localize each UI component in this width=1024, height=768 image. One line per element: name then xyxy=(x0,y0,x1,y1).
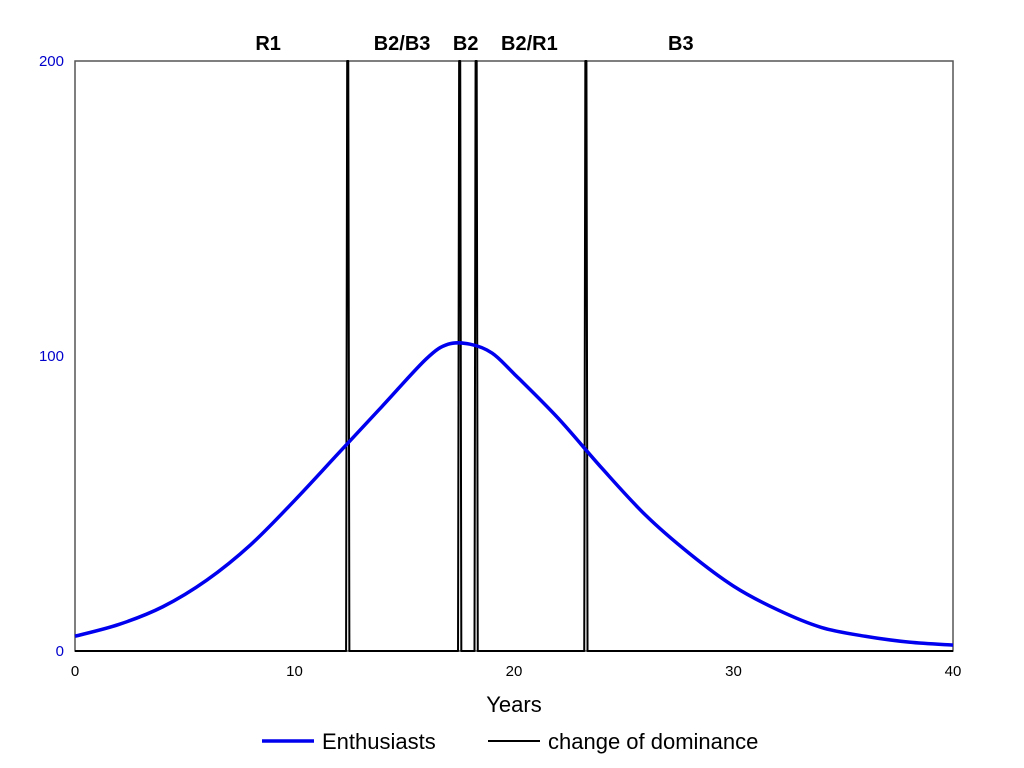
phase-label: B3 xyxy=(668,33,694,55)
phase-label: B2/B3 xyxy=(374,33,431,55)
x-tick-labels: 0 10 20 30 40 xyxy=(71,663,962,680)
y-tick-label: 0 xyxy=(56,643,64,660)
legend-label: change of dominance xyxy=(548,729,758,754)
x-tick-label: 10 xyxy=(286,663,303,680)
plot-frame xyxy=(74,60,954,652)
series-line-enthusiasts xyxy=(74,340,954,647)
series-line-change-of-dominance xyxy=(75,60,953,652)
series-layer xyxy=(74,60,954,652)
x-tick-label: 20 xyxy=(506,663,523,680)
x-tick-label: 40 xyxy=(945,663,962,680)
x-tick-label: 30 xyxy=(725,663,742,680)
y-tick-label: 100 xyxy=(39,348,64,365)
x-tick-label: 0 xyxy=(71,663,79,680)
phase-label: B2/R1 xyxy=(501,33,558,55)
legend: Enthusiasts change of dominance xyxy=(262,729,758,754)
legend-label: Enthusiasts xyxy=(322,729,436,754)
phase-label: R1 xyxy=(255,33,281,55)
phase-labels: R1 B2/B3 B2 B2/R1 B3 xyxy=(255,33,693,55)
plot-border xyxy=(74,60,954,652)
y-tick-label: 200 xyxy=(39,53,64,70)
y-tick-labels: 0 100 200 xyxy=(39,53,64,660)
x-axis-title: Years xyxy=(486,692,541,717)
phase-label: B2 xyxy=(453,33,479,55)
